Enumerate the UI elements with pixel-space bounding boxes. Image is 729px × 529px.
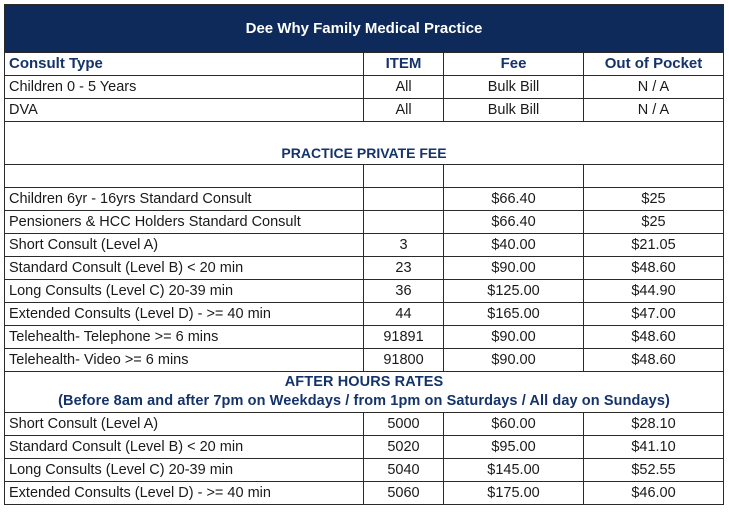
out-of-pocket-cell: $25 bbox=[582, 210, 725, 234]
fee-cell: $66.40 bbox=[443, 187, 584, 211]
item-cell: 44 bbox=[363, 302, 444, 326]
empty-cell bbox=[582, 164, 725, 188]
bulk-bill-row: Children 0 - 5 Years All Bulk Bill N / A bbox=[4, 75, 725, 99]
out-of-pocket-cell: $46.00 bbox=[582, 481, 725, 505]
consult-type-cell: Extended Consults (Level D) - >= 40 min bbox=[4, 302, 364, 326]
header-item: ITEM bbox=[363, 52, 444, 76]
out-of-pocket-cell: $48.60 bbox=[582, 256, 725, 280]
item-cell: All bbox=[363, 75, 444, 99]
private-fee-title: PRACTICE PRIVATE FEE bbox=[281, 145, 447, 161]
after-hours-subtitle: (Before 8am and after 7pm on Weekdays / … bbox=[58, 393, 670, 409]
after-hours-heading: AFTER HOURS RATES (Before 8am and after 7… bbox=[3, 371, 725, 413]
spacer-row bbox=[4, 164, 725, 188]
consult-type-cell: Telehealth- Video >= 6 mins bbox=[4, 348, 364, 372]
out-of-pocket-cell: $48.60 bbox=[582, 325, 725, 349]
consult-type-cell: Standard Consult (Level B) < 20 min bbox=[4, 435, 364, 459]
practice-title: Dee Why Family Medical Practice bbox=[3, 4, 725, 53]
fee-cell: $145.00 bbox=[443, 458, 584, 482]
header-fee: Fee bbox=[443, 52, 584, 76]
item-cell bbox=[363, 210, 444, 234]
after-hours-row: Long Consults (Level C) 20-39 min 5040 $14… bbox=[4, 458, 725, 482]
consult-type-cell: Long Consults (Level C) 20-39 min bbox=[4, 279, 364, 303]
after-hours-title: AFTER HOURS RATES bbox=[284, 374, 444, 390]
after-hours-heading-row: AFTER HOURS RATES (Before 8am and after 7… bbox=[3, 371, 725, 413]
item-cell: 36 bbox=[363, 279, 444, 303]
private-fee-row: Long Consults (Level C) 20-39 min 36 $125.… bbox=[4, 279, 725, 303]
fee-cell: Bulk Bill bbox=[443, 75, 584, 99]
consult-type-cell: Short Consult (Level A) bbox=[4, 233, 364, 257]
fee-cell: $40.00 bbox=[443, 233, 584, 257]
consult-type-cell: Children 6yr - 16yrs Standard Consult bbox=[4, 187, 364, 211]
out-of-pocket-cell: $47.00 bbox=[582, 302, 725, 326]
out-of-pocket-cell: $28.10 bbox=[582, 412, 725, 436]
consult-type-cell: Short Consult (Level A) bbox=[4, 412, 364, 436]
item-cell: All bbox=[363, 98, 444, 122]
fee-cell: $175.00 bbox=[443, 481, 584, 505]
after-hours-row: Short Consult (Level A) 5000 $60.00 $28.10 bbox=[4, 412, 725, 436]
out-of-pocket-cell: $44.90 bbox=[582, 279, 725, 303]
empty-cell bbox=[443, 164, 584, 188]
empty-cell bbox=[363, 164, 444, 188]
item-cell: 5040 bbox=[363, 458, 444, 482]
fee-cell: $90.00 bbox=[443, 325, 584, 349]
item-cell: 3 bbox=[363, 233, 444, 257]
private-fee-heading: PRACTICE PRIVATE FEE bbox=[3, 121, 725, 165]
private-fee-row: Standard Consult (Level B) < 20 min 23 $90… bbox=[4, 256, 725, 280]
header-row: Consult Type ITEM Fee Out of Pocket bbox=[4, 52, 725, 76]
private-fee-row: Extended Consults (Level D) - >= 40 min 4… bbox=[4, 302, 725, 326]
consult-type-cell: DVA bbox=[4, 98, 364, 122]
fee-schedule-body: Dee Why Family Medical Practice Consult … bbox=[3, 4, 725, 505]
header-out-of-pocket: Out of Pocket bbox=[582, 52, 725, 76]
private-fee-heading-row: PRACTICE PRIVATE FEE bbox=[3, 121, 725, 165]
private-fee-row: Telehealth- Video >= 6 mins 91800 $90.00 $4… bbox=[4, 348, 725, 372]
out-of-pocket-cell: $41.10 bbox=[582, 435, 725, 459]
bulk-bill-row: DVA All Bulk Bill N / A bbox=[4, 98, 725, 122]
empty-cell bbox=[4, 164, 364, 188]
consult-type-cell: Long Consults (Level C) 20-39 min bbox=[4, 458, 364, 482]
item-cell: 5000 bbox=[363, 412, 444, 436]
out-of-pocket-cell: $52.55 bbox=[582, 458, 725, 482]
consult-type-cell: Standard Consult (Level B) < 20 min bbox=[4, 256, 364, 280]
after-hours-row: Extended Consults (Level D) - >= 40 min 5… bbox=[4, 481, 725, 505]
item-cell: 91891 bbox=[363, 325, 444, 349]
item-cell: 23 bbox=[363, 256, 444, 280]
after-hours-row: Standard Consult (Level B) < 20 min 5020 $… bbox=[4, 435, 725, 459]
fee-cell: $125.00 bbox=[443, 279, 584, 303]
out-of-pocket-cell: $25 bbox=[582, 187, 725, 211]
item-cell: 5020 bbox=[363, 435, 444, 459]
fee-cell: $60.00 bbox=[443, 412, 584, 436]
fee-cell: $90.00 bbox=[443, 348, 584, 372]
private-fee-row: Telehealth- Telephone >= 6 mins 91891 $90.… bbox=[4, 325, 725, 349]
out-of-pocket-cell: N / A bbox=[582, 75, 725, 99]
out-of-pocket-cell: $48.60 bbox=[582, 348, 725, 372]
item-cell bbox=[363, 187, 444, 211]
fee-cell: $95.00 bbox=[443, 435, 584, 459]
fee-cell: $66.40 bbox=[443, 210, 584, 234]
out-of-pocket-cell: $21.05 bbox=[582, 233, 725, 257]
title-row: Dee Why Family Medical Practice bbox=[3, 4, 725, 53]
item-cell: 5060 bbox=[363, 481, 444, 505]
header-consult-type: Consult Type bbox=[4, 52, 364, 76]
private-fee-row: Pensioners & HCC Holders Standard Consul… bbox=[4, 210, 725, 234]
private-fee-row: Short Consult (Level A) 3 $40.00 $21.05 bbox=[4, 233, 725, 257]
consult-type-cell: Children 0 - 5 Years bbox=[4, 75, 364, 99]
consult-type-cell: Extended Consults (Level D) - >= 40 min bbox=[4, 481, 364, 505]
fee-cell: Bulk Bill bbox=[443, 98, 584, 122]
consult-type-cell: Telehealth- Telephone >= 6 mins bbox=[4, 325, 364, 349]
consult-type-cell: Pensioners & HCC Holders Standard Consul… bbox=[4, 210, 364, 234]
fee-cell: $90.00 bbox=[443, 256, 584, 280]
fee-cell: $165.00 bbox=[443, 302, 584, 326]
out-of-pocket-cell: N / A bbox=[582, 98, 725, 122]
item-cell: 91800 bbox=[363, 348, 444, 372]
fee-schedule-table: Dee Why Family Medical Practice Consult … bbox=[3, 4, 725, 505]
private-fee-row: Children 6yr - 16yrs Standard Consult $66… bbox=[4, 187, 725, 211]
